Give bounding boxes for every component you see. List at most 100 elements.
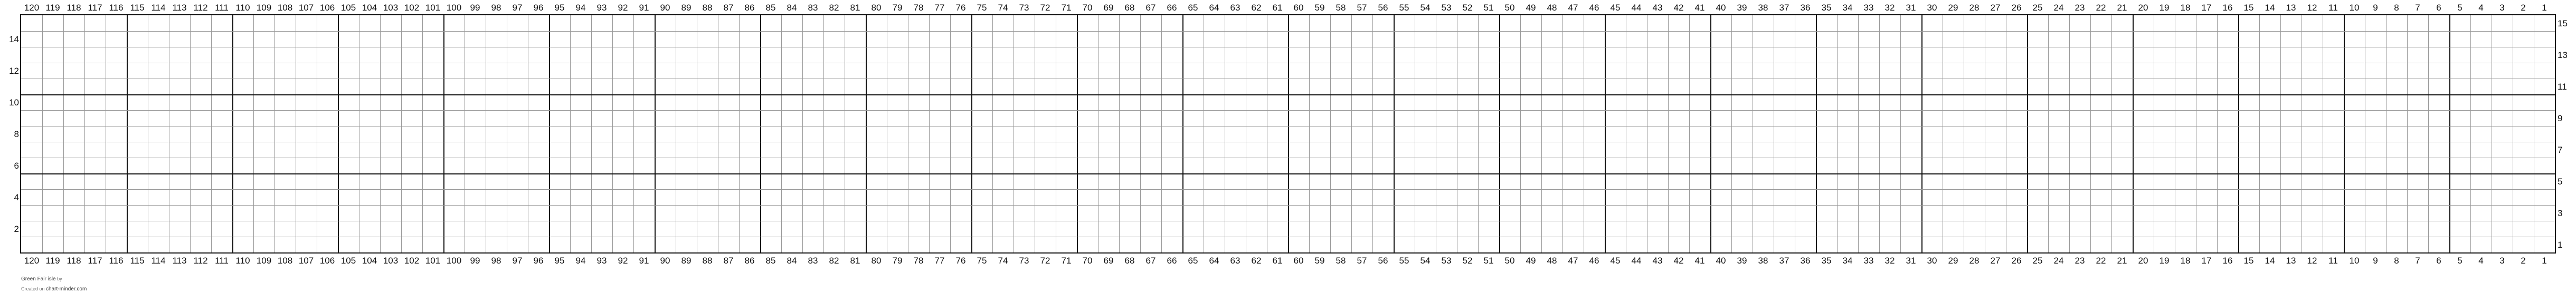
bottom-column-number: 1 [2542, 256, 2547, 266]
bottom-column-number: 80 [871, 256, 882, 266]
top-column-number: 59 [1314, 3, 1325, 13]
right-row-number: 13 [2558, 50, 2568, 60]
top-column-number: 82 [829, 3, 839, 13]
top-column-number: 89 [681, 3, 692, 13]
bottom-column-number: 76 [955, 256, 966, 266]
grid-column-line [1351, 15, 1352, 252]
bottom-column-number: 36 [1800, 256, 1811, 266]
bottom-column-number: 7 [2415, 256, 2420, 266]
bottom-column-number: 32 [1884, 256, 1895, 266]
bottom-column-number: 67 [1145, 256, 1156, 266]
grid-column-line [2280, 15, 2281, 252]
grid-row-line [21, 94, 2555, 95]
bottom-column-number: 74 [998, 256, 1008, 266]
grid-column-line [1668, 15, 1669, 252]
grid-column-line [1921, 15, 1922, 252]
top-column-number: 111 [215, 3, 229, 13]
bottom-column-number: 113 [172, 256, 187, 266]
top-column-number: 50 [1504, 3, 1515, 13]
top-column-number: 112 [193, 3, 208, 13]
bottom-column-number: 43 [1652, 256, 1663, 266]
grid-column-line [232, 15, 233, 252]
grid-column-line [1520, 15, 1521, 252]
bottom-column-number: 30 [1927, 256, 1937, 266]
grid-column-line [2259, 15, 2260, 252]
top-column-number: 75 [977, 3, 987, 13]
top-column-number: 88 [702, 3, 713, 13]
top-column-number: 23 [2075, 3, 2085, 13]
grid-row-line [21, 31, 2555, 32]
bottom-column-number: 100 [446, 256, 462, 266]
top-column-number: 87 [723, 3, 734, 13]
bottom-column-number: 56 [1378, 256, 1388, 266]
bottom-column-number: 101 [425, 256, 441, 266]
bottom-column-number: 15 [2243, 256, 2254, 266]
top-column-number: 103 [383, 3, 399, 13]
top-column-number: 17 [2201, 3, 2212, 13]
grid-column-line [1815, 15, 1817, 252]
grid-row-line [21, 189, 2555, 190]
top-column-number: 24 [2053, 3, 2064, 13]
site-link[interactable]: chart-minder.com [46, 286, 87, 292]
top-column-number: 58 [1336, 3, 1346, 13]
right-row-number: 3 [2558, 208, 2563, 218]
top-column-number: 27 [1990, 3, 2001, 13]
bottom-column-number: 35 [1821, 256, 1832, 266]
bottom-column-number: 114 [151, 256, 166, 266]
top-column-number: 47 [1568, 3, 1578, 13]
grid-column-line [2238, 15, 2239, 252]
bottom-column-number: 21 [2117, 256, 2127, 266]
bottom-column-number: 104 [362, 256, 377, 266]
right-row-number: 1 [2558, 240, 2563, 250]
top-column-number: 77 [934, 3, 945, 13]
bottom-column-number: 118 [67, 256, 81, 266]
top-column-number: 118 [67, 3, 81, 13]
bottom-column-number: 86 [744, 256, 755, 266]
grid-column-line [2407, 15, 2408, 252]
top-column-number: 80 [871, 3, 882, 13]
bottom-column-number: 71 [1061, 256, 1072, 266]
knitting-chart-grid [21, 15, 2555, 252]
bottom-column-number: 84 [787, 256, 797, 266]
bottom-column-number: 6 [2436, 256, 2441, 266]
top-column-number: 73 [1019, 3, 1029, 13]
top-column-number: 110 [235, 3, 250, 13]
top-column-number: 46 [1589, 3, 1599, 13]
top-column-number: 3 [2499, 3, 2505, 13]
bottom-column-number: 20 [2138, 256, 2148, 266]
top-column-number: 66 [1167, 3, 1177, 13]
top-column-number: 8 [2394, 3, 2399, 13]
grid-column-line [2428, 15, 2429, 252]
bottom-column-number: 88 [702, 256, 713, 266]
grid-column-line [1182, 15, 1183, 252]
grid-column-line [2132, 15, 2134, 252]
bottom-column-number: 105 [340, 256, 356, 266]
grid-column-line [1161, 15, 1162, 252]
top-column-number: 28 [1969, 3, 1980, 13]
top-column-number: 9 [2373, 3, 2378, 13]
grid-column-line [1287, 15, 1289, 252]
top-column-number: 2 [2521, 3, 2526, 13]
bottom-column-number: 24 [2053, 256, 2064, 266]
bottom-column-number: 68 [1124, 256, 1135, 266]
bottom-column-number: 98 [491, 256, 501, 266]
top-column-number: 90 [660, 3, 670, 13]
grid-column-line [190, 15, 191, 252]
bottom-column-number: 70 [1082, 256, 1093, 266]
bottom-column-number: 110 [235, 256, 250, 266]
grid-column-line [802, 15, 803, 252]
by-text: by [57, 276, 62, 281]
top-column-number: 57 [1357, 3, 1367, 13]
grid-column-line [1710, 15, 1711, 252]
grid-column-line [1330, 15, 1331, 252]
left-row-number: 10 [9, 98, 19, 108]
top-column-number: 91 [639, 3, 649, 13]
bottom-column-number: 82 [829, 256, 839, 266]
bottom-column-number: 96 [533, 256, 544, 266]
bottom-column-number: 102 [404, 256, 420, 266]
grid-column-line [1562, 15, 1563, 252]
bottom-column-number: 79 [892, 256, 903, 266]
top-column-number: 114 [151, 3, 166, 13]
top-column-number: 45 [1610, 3, 1621, 13]
top-column-number: 106 [319, 3, 335, 13]
